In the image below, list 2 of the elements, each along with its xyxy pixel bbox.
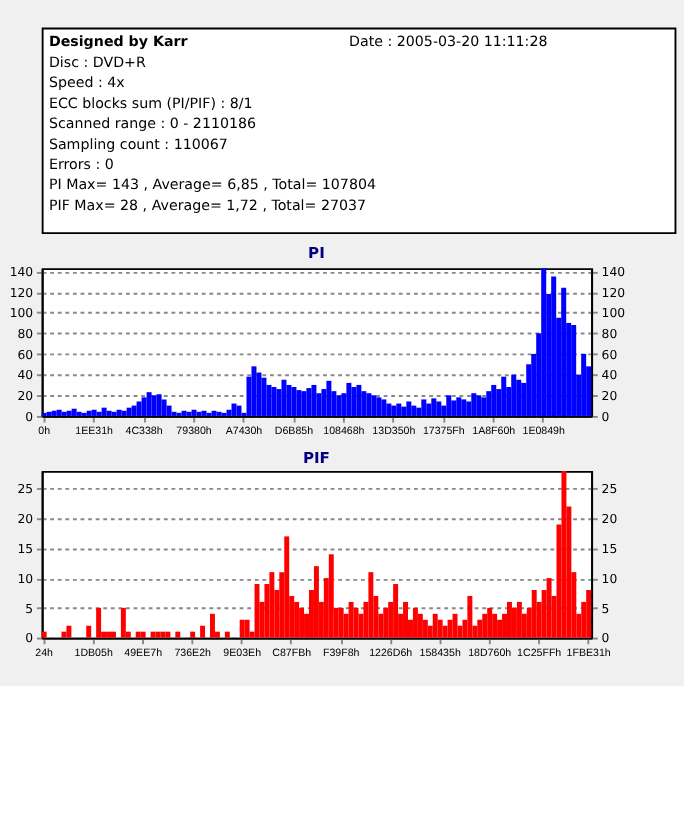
chart-title: PIF (302, 449, 330, 468)
chart-title: PI (308, 244, 326, 262)
